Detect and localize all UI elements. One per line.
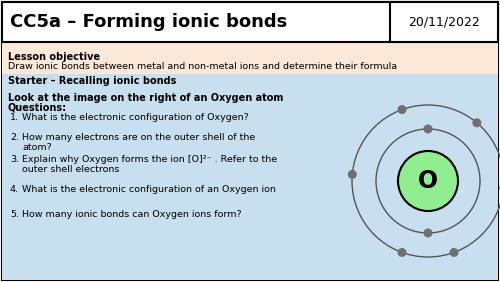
Circle shape xyxy=(398,248,406,257)
Text: Questions:: Questions: xyxy=(8,103,67,113)
Bar xyxy=(2,2,498,42)
Text: How many electrons are on the outer shell of the
atom?: How many electrons are on the outer shel… xyxy=(22,133,256,152)
Text: Starter – Recalling ionic bonds: Starter – Recalling ionic bonds xyxy=(8,76,176,86)
Text: 20/11/2022: 20/11/2022 xyxy=(408,16,480,28)
Circle shape xyxy=(424,228,432,237)
Bar xyxy=(2,74,498,90)
Text: Explain why Oxygen forms the ion [O]²⁻ . Refer to the
outer shell electrons: Explain why Oxygen forms the ion [O]²⁻ .… xyxy=(22,155,277,174)
Text: What is the electronic configuration of an Oxygen ion: What is the electronic configuration of … xyxy=(22,185,276,194)
Text: CC5a – Forming ionic bonds: CC5a – Forming ionic bonds xyxy=(10,13,287,31)
Bar xyxy=(2,42,498,74)
Text: Look at the image on the right of an Oxygen atom: Look at the image on the right of an Oxy… xyxy=(8,93,283,103)
Circle shape xyxy=(450,248,458,257)
Circle shape xyxy=(472,118,482,127)
Text: Lesson objective: Lesson objective xyxy=(8,52,100,62)
Text: How many ionic bonds can Oxygen ions form?: How many ionic bonds can Oxygen ions for… xyxy=(22,210,242,219)
Text: 4.: 4. xyxy=(10,185,19,194)
Text: 1.: 1. xyxy=(10,113,19,122)
Bar xyxy=(2,2,498,42)
Bar xyxy=(2,90,498,280)
Circle shape xyxy=(499,183,500,192)
Text: 3.: 3. xyxy=(10,155,19,164)
Text: Draw ionic bonds between metal and non-metal ions and determine their formula: Draw ionic bonds between metal and non-m… xyxy=(8,62,397,71)
Text: O: O xyxy=(418,169,438,193)
Text: What is the electronic configuration of Oxygen?: What is the electronic configuration of … xyxy=(22,113,249,122)
Circle shape xyxy=(424,124,432,133)
Circle shape xyxy=(398,105,406,114)
Text: 5.: 5. xyxy=(10,210,19,219)
Circle shape xyxy=(398,151,458,211)
Circle shape xyxy=(348,170,357,179)
Bar xyxy=(390,2,498,42)
Text: 2.: 2. xyxy=(10,133,19,142)
